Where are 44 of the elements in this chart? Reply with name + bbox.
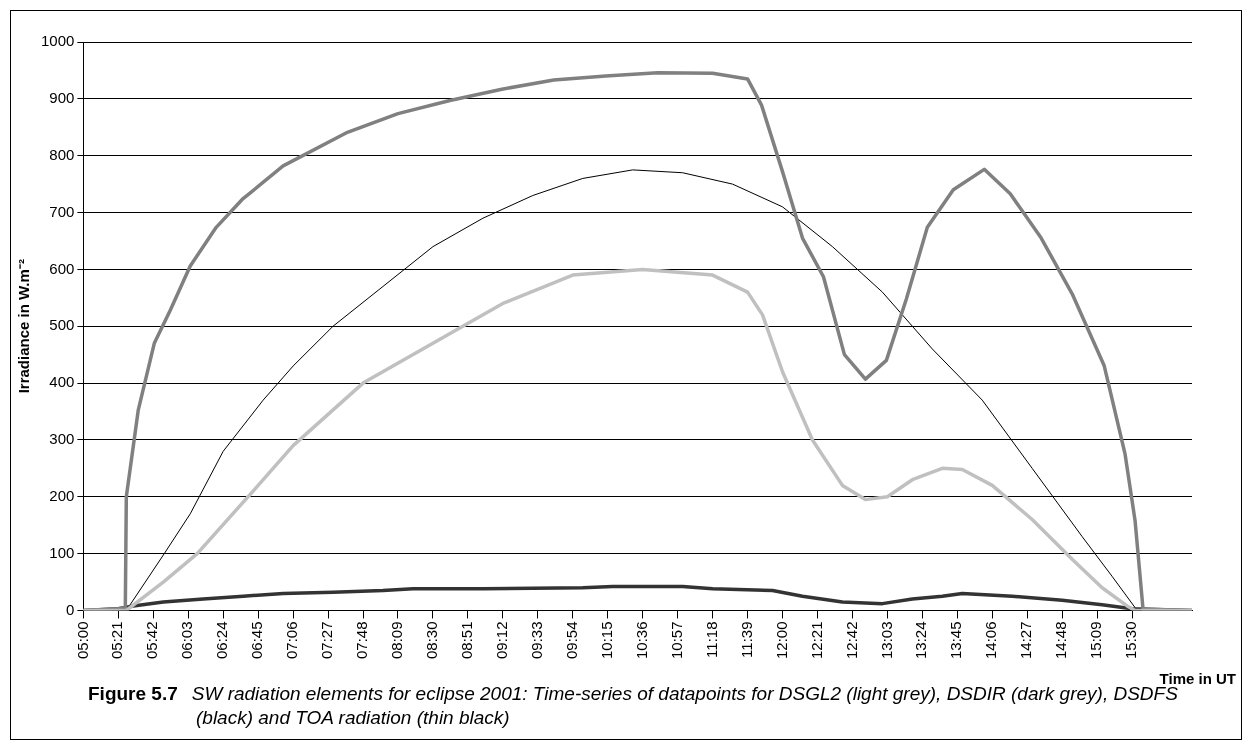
x-tick-label: 12:21	[807, 621, 825, 660]
x-tick-label: 07:48	[353, 621, 371, 660]
x-tick-label: 09:12	[492, 621, 510, 660]
x-tick-label: 08:09	[388, 621, 406, 660]
y-tick-label: 400	[49, 373, 75, 391]
x-tick-label: 07:27	[318, 621, 336, 660]
x-tick-label: 06:24	[213, 621, 231, 660]
x-tick-label: 14:27	[1017, 621, 1035, 660]
x-tick-label: 10:15	[597, 621, 615, 660]
x-tick-label: 05:42	[143, 621, 161, 660]
y-tick-label: 200	[49, 486, 75, 504]
y-axis-title: Irradiance in W.m⁻²	[15, 259, 33, 394]
x-tick-label: 08:51	[458, 621, 476, 660]
x-tick-label: 14:48	[1052, 621, 1070, 660]
y-tick-label: 0	[66, 600, 75, 618]
x-tick-label: 10:36	[632, 621, 650, 660]
x-tick-label: 10:57	[667, 621, 685, 660]
y-tick-label: 700	[49, 202, 75, 220]
x-tick-label: 11:18	[702, 621, 720, 658]
y-tick-label: 900	[49, 88, 75, 106]
y-tick-label: 600	[49, 259, 75, 277]
y-tick-label: 500	[49, 316, 75, 334]
x-tick-label: 11:39	[737, 621, 755, 658]
y-tick-label: 1000	[40, 32, 75, 50]
x-tick-label: 13:03	[877, 621, 895, 660]
x-tick-label: 05:21	[108, 621, 126, 660]
x-tick-label: 13:45	[947, 621, 965, 660]
y-tick-label: 300	[49, 430, 75, 448]
x-tick-label: 07:06	[283, 621, 301, 660]
x-tick-label: 09:33	[527, 621, 545, 660]
x-tick-label: 15:30	[1122, 621, 1140, 660]
x-tick-label: 12:00	[772, 621, 790, 660]
x-tick-label: 05:00	[73, 621, 91, 660]
x-tick-label: 06:03	[178, 621, 196, 660]
y-tick-label: 100	[49, 543, 75, 561]
y-tick-label: 800	[49, 145, 75, 163]
caption: Figure 5.7	[88, 683, 178, 704]
x-tick-label: 06:45	[248, 621, 266, 660]
x-tick-label: 12:42	[842, 621, 860, 660]
x-tick-label: 13:24	[912, 621, 930, 660]
x-tick-label: 14:06	[982, 621, 1000, 660]
x-tick-label: 15:09	[1087, 621, 1105, 660]
x-tick-label: 08:30	[423, 621, 441, 660]
x-tick-label: 09:54	[562, 621, 580, 660]
